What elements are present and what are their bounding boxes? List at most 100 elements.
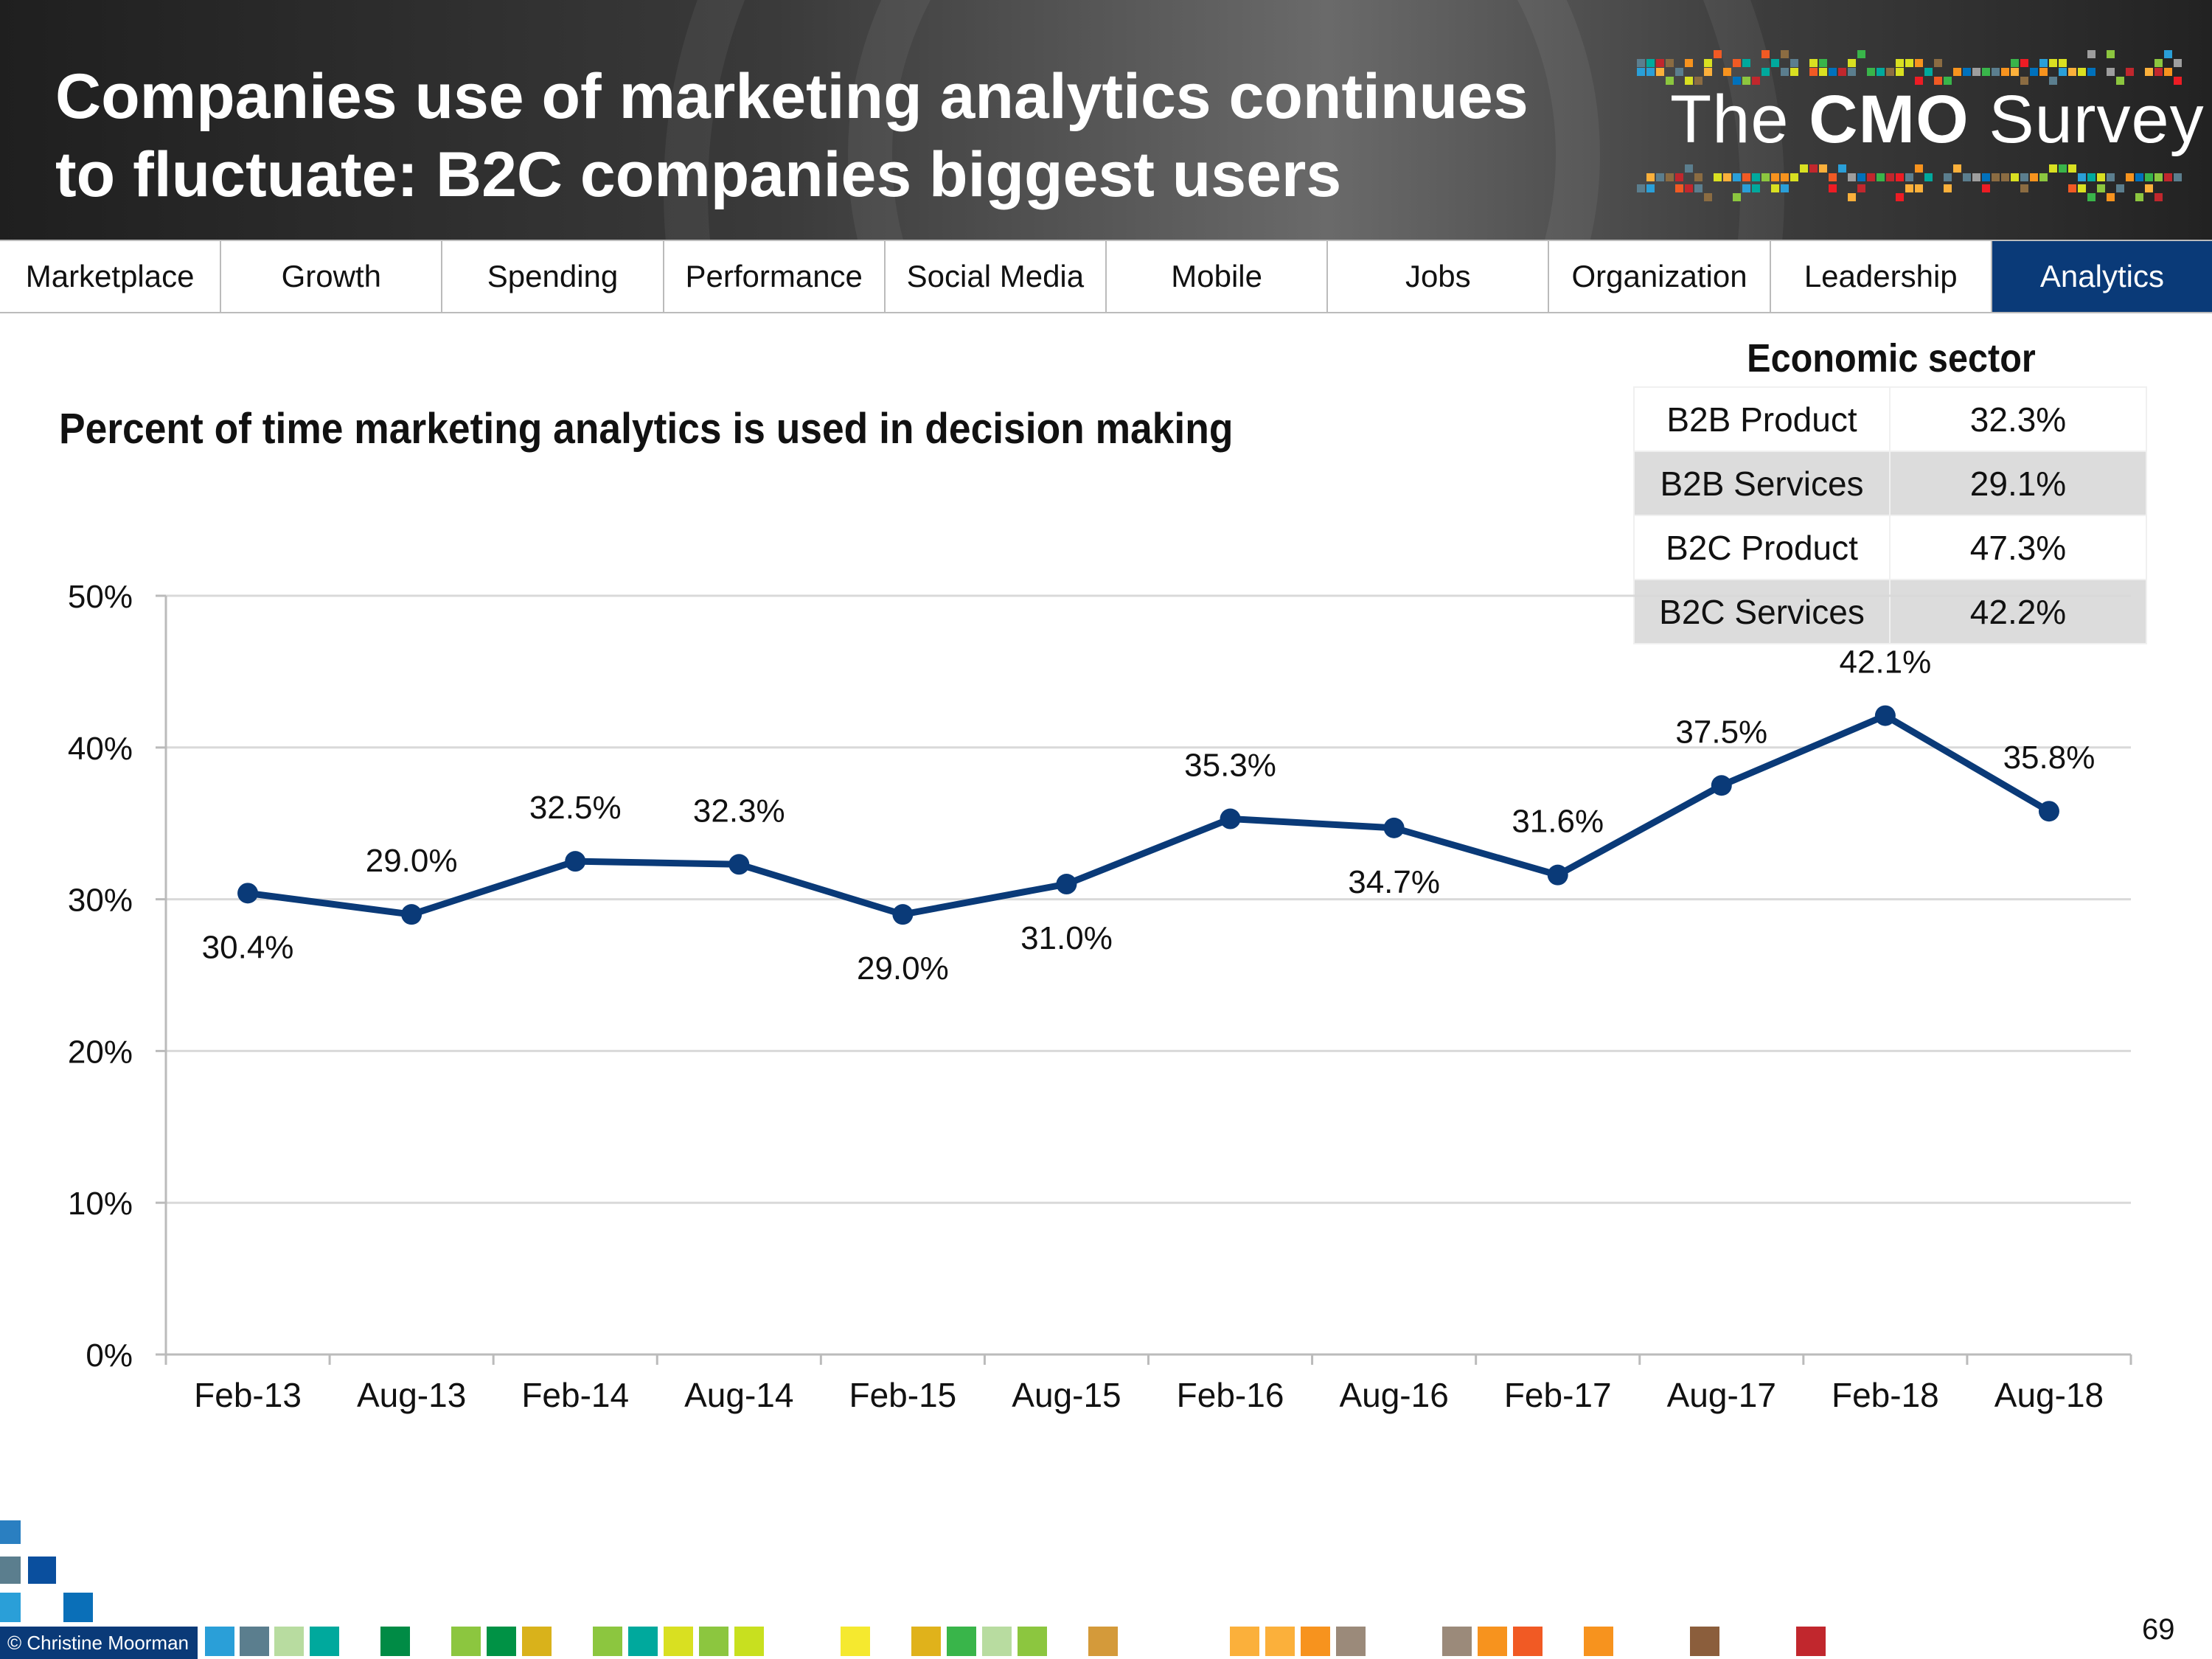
logo-pixel xyxy=(2030,173,2038,181)
logo-pixel xyxy=(2164,50,2172,58)
tab-jobs[interactable]: Jobs xyxy=(1328,241,1550,312)
logo-pixel xyxy=(1771,173,1779,181)
logo-pixel xyxy=(2135,193,2143,201)
tab-marketplace[interactable]: Marketplace xyxy=(0,241,222,312)
tab-organization[interactable]: Organization xyxy=(1549,241,1771,312)
logo-pixel xyxy=(1848,68,1856,76)
logo-pixel xyxy=(1896,68,1904,76)
footer-tile xyxy=(380,1627,410,1656)
logo-pixel xyxy=(2068,184,2076,192)
logo-pixel xyxy=(2145,173,2153,181)
x-tick-label: Feb-14 xyxy=(521,1376,629,1414)
logo-pixel xyxy=(1963,173,1971,181)
sector-label: B2B Services xyxy=(1633,451,1891,516)
title-line-1: Companies use of marketing analytics con… xyxy=(55,61,1528,132)
tab-performance[interactable]: Performance xyxy=(664,241,886,312)
data-label: 32.3% xyxy=(693,793,785,829)
logo-pixel xyxy=(1675,68,1683,76)
tab-social-media[interactable]: Social Media xyxy=(886,241,1107,312)
logo-pixel xyxy=(2030,68,2038,76)
logo-pixel xyxy=(2011,68,2019,76)
logo-pixel xyxy=(1666,173,1674,181)
logo-pixel xyxy=(1953,68,1961,76)
logo-pixel xyxy=(2174,59,2182,67)
logo-pixel xyxy=(1637,59,1645,67)
data-point xyxy=(1383,817,1405,838)
logo-pixel xyxy=(1694,184,1703,192)
data-point xyxy=(565,851,586,872)
footer-tile xyxy=(841,1627,870,1656)
logo-pixel xyxy=(2039,68,2048,76)
logo-pixel xyxy=(2087,173,2096,181)
line-chart: 0% 10% 20% 30% 40% 50% Feb-13 Aug-13 Feb-14 Aug-1… xyxy=(68,579,2132,1414)
footer-tile xyxy=(451,1627,481,1656)
tab-spending[interactable]: Spending xyxy=(442,241,664,312)
logo-pixel xyxy=(1781,68,1789,76)
data-point xyxy=(1874,705,1896,726)
logo-pixel xyxy=(2154,193,2163,201)
logo-pixel xyxy=(1675,184,1683,192)
tab-mobile[interactable]: Mobile xyxy=(1107,241,1329,312)
tab-analytics[interactable]: Analytics xyxy=(1992,241,2212,312)
footer-tile xyxy=(1690,1627,1719,1656)
logo-pixel xyxy=(1905,184,1913,192)
sector-label: B2B Product xyxy=(1633,386,1891,452)
logo-pixel xyxy=(2059,164,2067,173)
logo-pixel xyxy=(2107,68,2115,76)
logo-pixel xyxy=(1723,173,1731,181)
logo-pixel xyxy=(1819,59,1827,67)
logo-pixel xyxy=(2078,173,2086,181)
logo-pixel xyxy=(2116,77,2124,85)
tab-growth[interactable]: Growth xyxy=(221,241,443,312)
x-tick-label: Feb-13 xyxy=(194,1376,302,1414)
table-row: B2C Product 47.3% xyxy=(1633,515,2147,580)
footer-tile xyxy=(1442,1627,1472,1656)
logo-pixel xyxy=(2145,68,2153,76)
footer-tile xyxy=(274,1627,304,1656)
logo-pixel xyxy=(1704,68,1712,76)
logo-pixel xyxy=(2174,173,2182,181)
data-label: 35.8% xyxy=(2003,740,2096,776)
logo-pixel xyxy=(1934,77,1942,85)
footer-tile xyxy=(1230,1627,1259,1656)
logo-pixel xyxy=(1896,59,1904,67)
logo-pixel xyxy=(1675,173,1683,181)
logo-pixel xyxy=(1934,59,1942,67)
footer-tile xyxy=(310,1627,339,1656)
logo-pixel xyxy=(2068,164,2076,173)
footer-tile xyxy=(699,1627,728,1656)
logo-pixel xyxy=(1857,173,1865,181)
logo-pixel xyxy=(1905,173,1913,181)
footer-tile xyxy=(664,1627,693,1656)
x-tick-label: Feb-15 xyxy=(849,1376,957,1414)
logo-pixel xyxy=(2049,77,2057,85)
logo-pixel xyxy=(1829,173,1837,181)
logo-pixel xyxy=(2135,173,2143,181)
data-label: 42.1% xyxy=(1839,644,1931,681)
logo-pixel xyxy=(1761,50,1770,58)
footer-tile xyxy=(1265,1627,1295,1656)
table-row: B2B Services 29.1% xyxy=(1633,451,2147,516)
logo-pixel xyxy=(2126,173,2134,181)
page-number: 69 xyxy=(2142,1613,2175,1646)
table-row: B2C Services 42.2% xyxy=(1633,579,2147,644)
logo-pixel xyxy=(1685,59,1693,67)
logo-pixel xyxy=(1809,68,1818,76)
footer-tile xyxy=(0,1557,21,1584)
sector-label: B2C Services xyxy=(1633,579,1891,644)
logo-pixel xyxy=(1704,193,1712,201)
logo-pixel xyxy=(2164,173,2172,181)
footer-tile xyxy=(0,1593,21,1622)
footer-tile xyxy=(628,1627,658,1656)
logo-pixel xyxy=(1742,184,1750,192)
footer-tile xyxy=(63,1593,93,1622)
logo-pixel xyxy=(2059,68,2067,76)
logo-pixel xyxy=(1733,77,1741,85)
logo-pixel xyxy=(1761,68,1770,76)
logo-pixel xyxy=(1944,184,1952,192)
logo-pixel xyxy=(1972,68,1980,76)
y-tick-label: 30% xyxy=(68,883,133,919)
logo-pixel xyxy=(1646,184,1655,192)
tab-leadership[interactable]: Leadership xyxy=(1771,241,1992,312)
logo-pixel xyxy=(1896,173,1904,181)
